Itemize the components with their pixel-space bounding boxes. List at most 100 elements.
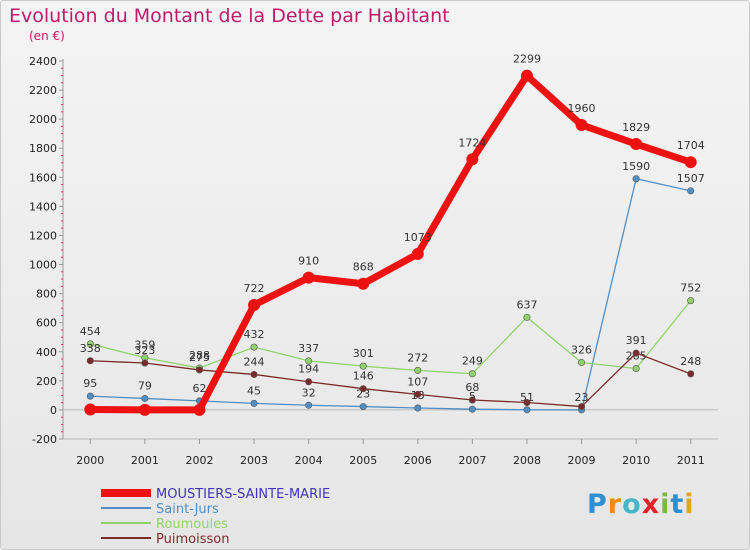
y-tick-label: 0 <box>50 404 57 417</box>
data-point <box>86 392 94 400</box>
data-label: 194 <box>298 363 319 376</box>
data-point <box>578 359 586 367</box>
data-point <box>250 343 258 351</box>
data-label: 272 <box>407 351 428 364</box>
data-point <box>248 298 261 311</box>
data-point <box>684 156 697 169</box>
data-label: 2299 <box>513 53 541 66</box>
data-point <box>86 340 94 348</box>
chart-title: Evolution du Montant de la Dette par Hab… <box>9 5 450 27</box>
data-label: 248 <box>680 355 701 368</box>
data-label: 23 <box>575 391 589 404</box>
legend-label: Saint-Jurs <box>156 502 219 517</box>
series-line-0 <box>86 72 695 414</box>
y-tick-label: 1600 <box>29 171 57 184</box>
data-point <box>141 394 149 402</box>
legend-label: MOUSTIERS-SAINTE-MARIE <box>156 487 330 502</box>
data-label: 323 <box>134 344 155 357</box>
data-point <box>357 277 370 290</box>
data-point <box>359 362 367 370</box>
data-point <box>632 364 640 372</box>
data-label: 62 <box>192 382 206 395</box>
data-label: 301 <box>353 347 374 360</box>
y-tick-label: 1400 <box>29 200 57 213</box>
data-point <box>468 405 476 413</box>
data-point <box>84 403 97 416</box>
data-label: 23 <box>356 388 370 401</box>
data-label: 1829 <box>622 121 650 134</box>
series-line-1 <box>89 178 692 411</box>
x-tick-label: 2008 <box>513 454 541 467</box>
data-label: 359 <box>134 339 155 352</box>
data-label: 146 <box>353 370 374 383</box>
data-point <box>687 370 695 378</box>
data-label: 752 <box>680 282 701 295</box>
data-point <box>632 175 640 183</box>
data-label: 391 <box>626 334 647 347</box>
x-tick-label: 2001 <box>131 454 159 467</box>
data-point <box>305 401 313 409</box>
data-point <box>411 247 424 260</box>
data-label: 454 <box>80 325 101 338</box>
data-point <box>687 297 695 305</box>
data-point <box>523 313 531 321</box>
data-point <box>359 403 367 411</box>
y-tick-label: 1000 <box>29 259 57 272</box>
y-tick-label: 2200 <box>29 84 57 97</box>
data-label: 244 <box>244 355 265 368</box>
data-point <box>523 406 531 414</box>
data-label: 1073 <box>404 231 432 244</box>
y-tick-label: 200 <box>36 375 57 388</box>
data-label: 722 <box>244 282 265 295</box>
data-point <box>302 271 315 284</box>
y-tick-label: 800 <box>36 288 57 301</box>
data-point <box>632 349 640 357</box>
data-point <box>359 385 367 393</box>
legend-label: Roumoules <box>156 517 228 532</box>
data-point <box>193 403 206 416</box>
data-label: 1590 <box>622 160 650 173</box>
data-point <box>414 404 422 412</box>
x-tick-label: 2000 <box>76 454 104 467</box>
data-label: 249 <box>462 355 483 368</box>
data-point <box>305 357 313 365</box>
data-label: 910 <box>298 255 319 268</box>
data-label: 338 <box>80 342 101 355</box>
data-point <box>414 390 422 398</box>
data-label: 68 <box>465 381 479 394</box>
data-point <box>305 378 313 386</box>
x-tick-label: 2003 <box>240 454 268 467</box>
data-point <box>468 370 476 378</box>
data-label: 275 <box>189 351 210 364</box>
data-point <box>578 403 586 411</box>
data-label: 1704 <box>677 139 705 152</box>
series-line-3 <box>89 352 692 408</box>
data-label: 432 <box>244 328 265 341</box>
proxiti-logo: Proxiti <box>587 489 695 520</box>
y-tick-label: 1800 <box>29 142 57 155</box>
data-label: 288 <box>189 349 210 362</box>
data-point <box>520 69 533 82</box>
data-label: 326 <box>571 344 592 357</box>
chart-unit: (en €) <box>29 29 65 43</box>
data-point <box>523 399 531 407</box>
x-tick-label: 2006 <box>404 454 432 467</box>
data-point <box>468 396 476 404</box>
data-label: 1960 <box>568 102 596 115</box>
data-point <box>250 370 258 378</box>
data-point <box>138 403 151 416</box>
x-tick-label: 2011 <box>677 454 705 467</box>
data-point <box>630 138 643 151</box>
y-tick-label: 600 <box>36 317 57 330</box>
x-tick-label: 2005 <box>349 454 377 467</box>
y-tick-label: -200 <box>32 433 57 446</box>
data-point <box>86 357 94 365</box>
data-point <box>414 366 422 374</box>
x-tick-label: 2009 <box>568 454 596 467</box>
y-tick-label: 400 <box>36 346 57 359</box>
data-label: 95 <box>83 377 97 390</box>
data-label: 51 <box>520 391 534 404</box>
data-point <box>466 153 479 166</box>
